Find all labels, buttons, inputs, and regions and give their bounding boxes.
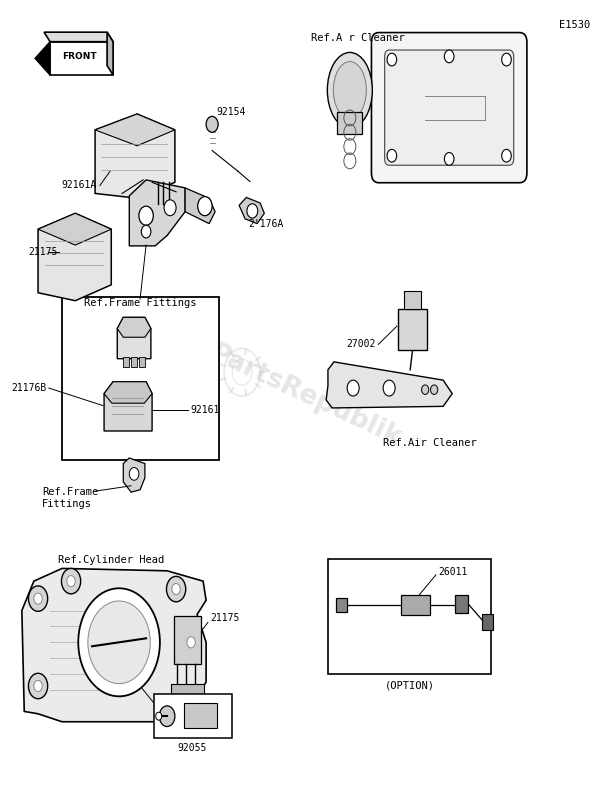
Bar <box>62 297 219 459</box>
Text: E1530: E1530 <box>559 20 590 30</box>
Polygon shape <box>239 198 264 224</box>
Text: 92055: 92055 <box>178 743 207 754</box>
Bar <box>398 309 427 350</box>
Bar <box>139 357 145 366</box>
Text: 2'176A: 2'176A <box>248 218 283 229</box>
Circle shape <box>502 54 511 66</box>
Bar <box>174 616 201 664</box>
Text: Ref.Cylinder Head: Ref.Cylinder Head <box>58 555 164 566</box>
Text: 26011: 26011 <box>438 566 468 577</box>
Text: 21176B: 21176B <box>12 383 47 393</box>
Circle shape <box>141 226 151 238</box>
Bar <box>328 559 491 674</box>
Bar <box>401 594 430 615</box>
Polygon shape <box>38 214 111 301</box>
Circle shape <box>167 576 185 602</box>
Polygon shape <box>104 382 152 431</box>
Polygon shape <box>50 42 113 75</box>
Polygon shape <box>95 114 175 198</box>
Polygon shape <box>185 188 215 224</box>
Bar <box>482 614 493 630</box>
Circle shape <box>67 575 75 586</box>
FancyBboxPatch shape <box>371 33 527 182</box>
Circle shape <box>172 583 181 594</box>
Text: PartsRepublik: PartsRepublik <box>206 340 405 452</box>
Circle shape <box>139 206 153 226</box>
Text: 21175: 21175 <box>210 614 240 623</box>
Polygon shape <box>326 362 452 408</box>
Text: 21175: 21175 <box>28 247 57 258</box>
Circle shape <box>247 204 258 218</box>
Polygon shape <box>95 114 175 146</box>
Text: FRONT: FRONT <box>63 52 97 62</box>
Circle shape <box>198 197 212 216</box>
Circle shape <box>34 681 42 691</box>
Circle shape <box>347 380 359 396</box>
Circle shape <box>387 54 396 66</box>
Bar <box>336 598 347 612</box>
Circle shape <box>383 380 395 396</box>
Polygon shape <box>130 180 185 246</box>
Circle shape <box>61 569 81 594</box>
Circle shape <box>444 153 454 166</box>
Circle shape <box>29 674 47 698</box>
Circle shape <box>430 385 438 394</box>
Bar <box>404 291 421 309</box>
Circle shape <box>206 116 218 132</box>
Ellipse shape <box>327 53 372 128</box>
Text: Ref.Air Cleaner: Ref.Air Cleaner <box>383 438 477 448</box>
Bar <box>337 112 362 134</box>
Text: Ref.Frame Fittings: Ref.Frame Fittings <box>84 298 196 308</box>
Polygon shape <box>117 318 151 338</box>
Bar <box>184 702 217 728</box>
Text: (OPTION): (OPTION) <box>385 681 435 690</box>
Circle shape <box>421 385 429 394</box>
Polygon shape <box>35 42 50 75</box>
Circle shape <box>78 588 160 696</box>
Bar <box>171 684 204 698</box>
Text: Ref.A r Cleaner: Ref.A r Cleaner <box>311 33 405 43</box>
Polygon shape <box>123 458 145 492</box>
Circle shape <box>130 467 139 480</box>
Circle shape <box>88 601 150 684</box>
Text: 92161: 92161 <box>190 406 219 415</box>
Bar <box>131 357 137 366</box>
Circle shape <box>387 150 396 162</box>
Circle shape <box>34 593 42 604</box>
Polygon shape <box>44 32 113 42</box>
Bar <box>455 595 468 613</box>
Polygon shape <box>107 32 113 75</box>
Circle shape <box>164 200 176 216</box>
Bar <box>154 694 232 738</box>
Text: Ref.Frame
Fittings: Ref.Frame Fittings <box>42 487 98 509</box>
Ellipse shape <box>333 62 367 118</box>
Circle shape <box>187 637 195 648</box>
Text: 92154: 92154 <box>216 107 246 117</box>
Bar <box>123 357 129 366</box>
Text: 92161A: 92161A <box>61 181 96 190</box>
Circle shape <box>156 712 162 720</box>
FancyBboxPatch shape <box>385 50 514 166</box>
Circle shape <box>159 706 175 726</box>
Polygon shape <box>117 318 151 358</box>
Circle shape <box>502 150 511 162</box>
Polygon shape <box>104 382 152 403</box>
Circle shape <box>29 586 47 611</box>
Circle shape <box>182 630 201 655</box>
Polygon shape <box>22 569 206 722</box>
Polygon shape <box>38 214 111 245</box>
Circle shape <box>444 50 454 62</box>
Text: 27002: 27002 <box>346 339 375 350</box>
